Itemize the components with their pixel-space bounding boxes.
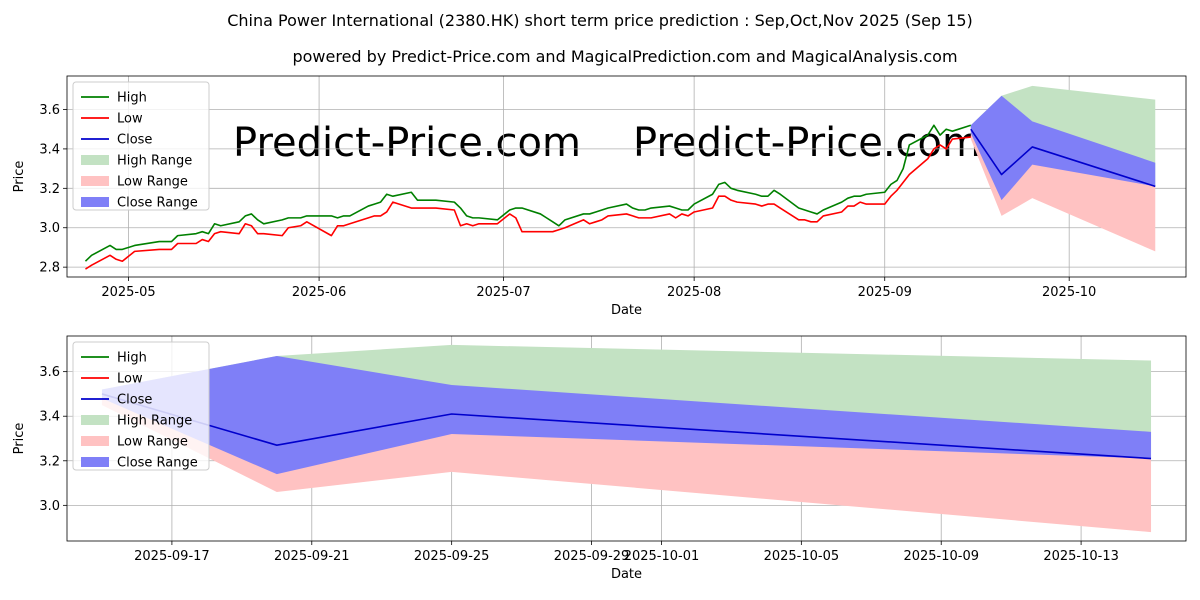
top-panel: Predict-Price.com Predict-Price.com Predic…: [12, 75, 1187, 322]
x-tick-label: 2025-05: [101, 285, 155, 300]
low-range-band: [101, 393, 1152, 533]
y-tick-label: 3.2: [39, 454, 60, 469]
y-tick-label: 3.4: [39, 142, 60, 157]
legend-label-high-range: High Range: [117, 154, 192, 169]
watermark-group: Predict-Price.com Predict-Price.com Predic…: [233, 120, 981, 322]
x-tick-label: 2025-09-29: [554, 549, 630, 564]
close-range-band: [101, 356, 1152, 475]
y-tick-label: 3.6: [39, 365, 60, 380]
legend-swatch-low-range: [81, 436, 109, 446]
legend-label-close: Close: [117, 393, 152, 408]
chart-subtitle: powered by Predict-Price.com and Magical…: [292, 47, 957, 66]
legend-swatch-high-range: [81, 415, 109, 425]
bottom-panel: Predict-Price.comPredict-Price.com2025-0…: [12, 335, 1187, 582]
x-tick-label: 2025-07: [476, 285, 530, 300]
legend-label-close-range: Close Range: [117, 456, 198, 471]
legend-label-low-range: Low Range: [117, 435, 188, 450]
x-tick-label: 2025-09: [858, 285, 912, 300]
close-line: [970, 128, 1156, 188]
y-axis-label: Price: [12, 423, 27, 455]
x-tick-label: 2025-10-13: [1043, 549, 1119, 564]
y-tick-label: 2.8: [39, 261, 60, 276]
low-range-band: [970, 129, 1156, 252]
legend-swatch-close-range: [81, 197, 109, 207]
legend-label-close: Close: [117, 133, 152, 148]
x-tick-label: 2025-09-17: [134, 549, 210, 564]
y-tick-label: 3.4: [39, 410, 60, 425]
axes-frame: [66, 335, 1187, 542]
legend-label-high: High: [117, 351, 147, 366]
close-range-band: [970, 95, 1156, 201]
legend-label-low: Low: [117, 112, 143, 127]
y-tick-label: 3.6: [39, 103, 60, 118]
watermark-text: Predict-Price.com: [233, 276, 581, 322]
legend-swatch-low-range: [81, 176, 109, 186]
watermark-text: Predict-Price.com: [233, 120, 581, 166]
legend: High Low Close High Range Low Range Close Ran…: [72, 81, 210, 211]
legend-label-low: Low: [117, 372, 143, 387]
plot-area: [101, 344, 1152, 533]
x-tick-label: 2025-08: [667, 285, 721, 300]
x-tick-label: 2025-10-01: [624, 549, 700, 564]
y-axis-label: Price: [12, 161, 27, 193]
legend-swatch-high-range: [81, 155, 109, 165]
low-line: [85, 136, 971, 270]
chart-title: China Power International (2380.HK) shor…: [227, 11, 973, 30]
axes-frame: [66, 75, 1187, 278]
legend-label-low-range: Low Range: [117, 175, 188, 190]
x-axis-label: Date: [611, 567, 642, 582]
y-tick-label: 3.2: [39, 182, 60, 197]
high-line: [84, 124, 972, 262]
plot-area: [84, 85, 1156, 270]
x-tick-label: 2025-06: [292, 285, 346, 300]
legend-label-high: High: [117, 91, 147, 106]
watermark-text: Predict-Price.com: [633, 120, 981, 166]
x-tick-label: 2025-09-25: [414, 549, 490, 564]
legend-label-close-range: Close Range: [117, 196, 198, 211]
legend-label-high-range: High Range: [117, 414, 192, 429]
y-tick-label: 3.0: [39, 499, 60, 514]
legend: High Low Close High Range Low Range Close Ran…: [72, 341, 210, 471]
x-tick-label: 2025-09-21: [274, 549, 350, 564]
x-tick-label: 2025-10: [1042, 285, 1096, 300]
watermark-text: Predict-Price.com: [633, 276, 981, 322]
y-tick-label: 3.0: [39, 221, 60, 236]
x-axis-label: Date: [611, 303, 642, 318]
legend-swatch-close-range: [81, 457, 109, 467]
x-tick-label: 2025-10-05: [764, 549, 840, 564]
x-tick-label: 2025-10-09: [903, 549, 979, 564]
